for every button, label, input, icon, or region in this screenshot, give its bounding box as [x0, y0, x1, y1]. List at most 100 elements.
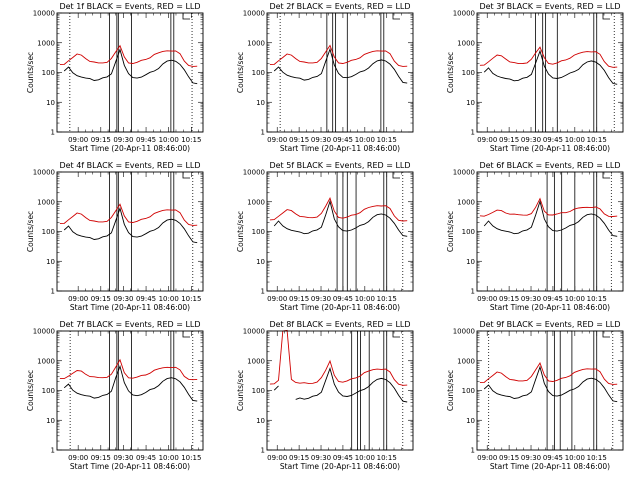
x-tick-label: 10:00	[355, 454, 375, 462]
lld-series-line	[59, 44, 198, 67]
events-series-line	[483, 199, 618, 237]
y-tick-label: 10000	[243, 169, 265, 177]
y-tick-label: 10	[256, 99, 265, 107]
plot-frame	[476, 12, 624, 133]
x-tick-label: 09:00	[267, 136, 287, 144]
events-series-line	[273, 47, 408, 84]
x-tick-label: 09:45	[543, 295, 563, 303]
y-tick-label: 1000	[247, 198, 265, 206]
x-tick-label: 09:00	[477, 295, 497, 303]
events-series-line	[273, 199, 408, 237]
time-interval-box	[170, 330, 175, 451]
x-tick-label: 09:45	[543, 136, 563, 144]
lld-series-line	[479, 197, 618, 217]
time-interval-box	[383, 330, 388, 451]
time-interval-box	[109, 171, 118, 292]
x-tick-label: 10:00	[565, 295, 585, 303]
panel-title: Det 8f BLACK = Events, RED = LLD	[269, 320, 410, 329]
y-axis-label: Counts/sec	[236, 370, 245, 411]
lld-series-line	[269, 44, 408, 67]
corner-bracket-marker	[392, 13, 400, 20]
y-axis-label: Counts/sec	[236, 52, 245, 93]
x-tick-label: 09:30	[311, 295, 331, 303]
panel-title: Det 2f BLACK = Events, RED = LLD	[269, 2, 410, 11]
time-interval-box	[326, 12, 334, 133]
x-tick-label: 10:00	[565, 136, 585, 144]
events-series-line	[295, 367, 408, 403]
y-tick-label: 10000	[33, 10, 55, 18]
x-tick-label: 10:15	[377, 454, 397, 462]
panel-title: Det 1f BLACK = Events, RED = LLD	[59, 2, 200, 11]
x-tick-label: 09:00	[68, 454, 88, 462]
corner-bracket-marker	[392, 331, 400, 338]
corner-bracket-marker	[602, 172, 610, 179]
plot-frame	[266, 12, 414, 133]
y-axis-label: Counts/sec	[26, 211, 35, 252]
y-tick-label: 10000	[453, 169, 475, 177]
plot-frame	[56, 12, 204, 133]
panel-det-8: Det 8f BLACK = Events, RED = LLD 1 10 100 10…	[236, 320, 414, 471]
lld-series-line	[59, 358, 198, 381]
y-tick-label: 1	[51, 129, 55, 137]
y-tick-label: 1	[51, 288, 55, 296]
y-tick-label: 1	[261, 129, 265, 137]
plot-frame	[56, 330, 204, 451]
x-tick-label: 10:15	[377, 295, 397, 303]
x-tick-label: 09:15	[289, 136, 309, 144]
x-axis-label: Start Time (20-Apr-11 08:46:00)	[70, 303, 190, 312]
x-tick-label: 09:00	[267, 295, 287, 303]
time-interval-box	[335, 12, 348, 133]
plot-frame	[56, 171, 204, 292]
y-axis-label: Counts/sec	[26, 370, 35, 411]
time-interval-box	[117, 330, 132, 451]
x-axis-label: Start Time (20-Apr-11 08:46:00)	[490, 462, 610, 471]
y-tick-label: 10000	[33, 169, 55, 177]
y-tick-label: 10	[256, 258, 265, 266]
y-tick-label: 100	[462, 69, 475, 77]
y-tick-label: 10000	[243, 328, 265, 336]
x-tick-label: 10:00	[159, 295, 179, 303]
x-axis-label: Start Time (20-Apr-11 08:46:00)	[70, 462, 190, 471]
x-tick-label: 09:00	[68, 295, 88, 303]
lld-series-line	[479, 46, 618, 68]
plot-frame	[476, 171, 624, 292]
x-axis-label: Start Time (20-Apr-11 08:46:00)	[70, 144, 190, 153]
x-axis-label: Start Time (20-Apr-11 08:46:00)	[490, 144, 610, 153]
time-interval-box	[593, 171, 598, 292]
y-tick-label: 100	[252, 69, 265, 77]
x-tick-label: 09:30	[113, 295, 133, 303]
corner-bracket-marker	[182, 331, 190, 338]
x-axis-label: Start Time (20-Apr-11 08:46:00)	[280, 462, 400, 471]
events-series-line	[483, 365, 618, 403]
y-tick-label: 10	[466, 99, 475, 107]
corner-bracket-marker	[182, 13, 190, 20]
x-tick-label: 10:15	[587, 136, 607, 144]
y-tick-label: 1	[261, 288, 265, 296]
lld-series-line	[269, 196, 408, 222]
x-tick-label: 09:30	[521, 136, 541, 144]
events-series-line	[63, 206, 198, 244]
panel-det-2: Det 2f BLACK = Events, RED = LLD 1 10 100 10…	[236, 2, 414, 153]
y-axis-label: Counts/sec	[446, 370, 455, 411]
events-series-line	[483, 49, 618, 85]
y-tick-label: 100	[462, 387, 475, 395]
time-interval-box	[170, 171, 175, 292]
panel-det-5: Det 5f BLACK = Events, RED = LLD 1 10 100 10…	[236, 161, 414, 312]
x-axis-label: Start Time (20-Apr-11 08:46:00)	[280, 144, 400, 153]
x-tick-label: 09:15	[289, 454, 309, 462]
x-tick-label: 09:00	[267, 454, 287, 462]
panel-det-6: Det 6f BLACK = Events, RED = LLD 1 10 100 10…	[446, 161, 624, 312]
x-tick-label: 09:30	[113, 454, 133, 462]
y-tick-label: 100	[252, 228, 265, 236]
x-tick-label: 09:45	[543, 454, 563, 462]
panel-det-7: Det 7f BLACK = Events, RED = LLD 1 10 100 10…	[26, 320, 204, 471]
x-tick-label: 09:15	[499, 136, 519, 144]
time-interval-box	[546, 171, 555, 292]
y-tick-label: 1000	[457, 39, 475, 47]
x-tick-label: 09:15	[499, 295, 519, 303]
x-tick-label: 09:30	[521, 454, 541, 462]
x-tick-label: 09:00	[477, 136, 497, 144]
y-tick-label: 10	[466, 258, 475, 266]
x-tick-label: 09:15	[91, 295, 111, 303]
